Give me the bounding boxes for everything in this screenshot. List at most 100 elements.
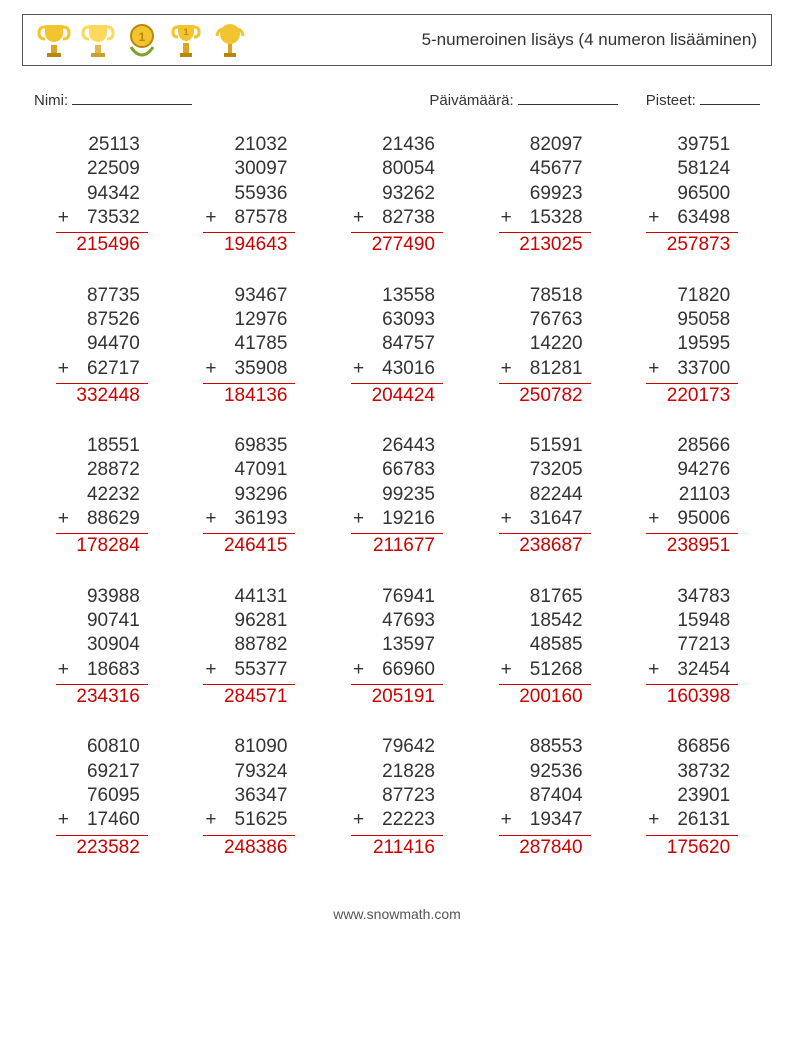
addend: 28872 [44,458,160,482]
last-addend-row: +19216 [339,507,455,531]
addend: 62717 [87,357,140,381]
addend: 63498 [677,206,730,230]
answer: 175620 [634,836,750,860]
addend: 88782 [191,633,307,657]
addend: 82097 [487,133,603,157]
score-blank[interactable] [700,90,760,105]
answer: 250782 [487,384,603,408]
addend: 21103 [634,483,750,507]
addition-problem: 769414769313597+66960205191 [339,585,455,710]
addend: 36193 [235,507,288,531]
addend: 39751 [634,133,750,157]
answer: 248386 [191,836,307,860]
addition-problem: 934671297641785+35908184136 [191,284,307,409]
addend: 43016 [382,357,435,381]
addition-problem: 135586309384757+43016204424 [339,284,455,409]
last-addend-row: +66960 [339,658,455,682]
addition-problem: 185512887242232+88629178284 [44,434,160,559]
addend: 81090 [191,735,307,759]
addend: 95006 [677,507,730,531]
addition-problem: 796422182887723+22223211416 [339,735,455,860]
addend: 73205 [487,458,603,482]
last-addend-row: +35908 [191,357,307,381]
worksheet-page: 1 1 [0,0,794,940]
addend: 30097 [191,157,307,181]
worksheet-title: 5-numeroinen lisäys (4 numeron lisäämine… [422,30,757,50]
addend: 66960 [382,658,435,682]
date-label: Päivämäärä: [429,92,513,109]
plus-sign: + [501,658,512,682]
name-blank[interactable] [72,90,192,105]
addend: 79642 [339,735,455,759]
plus-sign: + [353,507,364,531]
last-addend-row: +33700 [634,357,750,381]
answer: 211416 [339,836,455,860]
addend: 30904 [44,633,160,657]
last-addend-row: +18683 [44,658,160,682]
plus-sign: + [205,507,216,531]
addend: 19595 [634,332,750,356]
header-box: 1 1 [22,14,772,66]
addend: 96500 [634,182,750,206]
plus-sign: + [648,658,659,682]
answer: 332448 [44,384,160,408]
addend: 42232 [44,483,160,507]
addend: 23901 [634,784,750,808]
last-addend-row: +51625 [191,808,307,832]
last-addend-row: +73532 [44,206,160,230]
plus-sign: + [648,808,659,832]
addend: 92536 [487,760,603,784]
addend: 93262 [339,182,455,206]
addend: 25113 [44,133,160,157]
plus-sign: + [501,357,512,381]
addend: 93296 [191,483,307,507]
trophy-row: 1 1 [37,21,247,59]
plus-sign: + [205,808,216,832]
addition-problem: 939889074130904+18683234316 [44,585,160,710]
svg-text:1: 1 [139,30,146,44]
addend: 87404 [487,784,603,808]
addition-problem: 214368005493262+82738277490 [339,133,455,258]
trophy-icon [213,21,247,59]
answer: 160398 [634,685,750,709]
problems-grid: 251132250994342+735322154962103230097559… [22,119,772,860]
footer-link[interactable]: www.snowmath.com [22,906,772,940]
addend: 44131 [191,585,307,609]
addition-problem: 285669427621103+95006238951 [634,434,750,559]
addend: 73532 [87,206,140,230]
addend: 41785 [191,332,307,356]
addend: 94342 [44,182,160,206]
addend: 84757 [339,332,455,356]
addition-problem: 698354709193296+36193246415 [191,434,307,559]
addend: 15948 [634,609,750,633]
plus-sign: + [58,507,69,531]
last-addend-row: +51268 [487,658,603,682]
plus-sign: + [353,357,364,381]
answer: 194643 [191,233,307,257]
addition-problem: 441319628188782+55377284571 [191,585,307,710]
addend: 69835 [191,434,307,458]
addend: 48585 [487,633,603,657]
trophy-icon [81,21,115,59]
addend: 95058 [634,308,750,332]
last-addend-row: +55377 [191,658,307,682]
addend: 18542 [487,609,603,633]
last-addend-row: +26131 [634,808,750,832]
answer: 178284 [44,534,160,558]
answer: 213025 [487,233,603,257]
answer: 200160 [487,685,603,709]
last-addend-row: +22223 [339,808,455,832]
addition-problem: 718209505819595+33700220173 [634,284,750,409]
answer: 211677 [339,534,455,558]
date-blank[interactable] [518,90,618,105]
name-field: Nimi: [34,90,192,109]
last-addend-row: +82738 [339,206,455,230]
medal-icon: 1 [125,21,159,59]
answer: 234316 [44,685,160,709]
addend: 76763 [487,308,603,332]
addend: 90741 [44,609,160,633]
last-addend-row: +19347 [487,808,603,832]
answer: 277490 [339,233,455,257]
addend: 76095 [44,784,160,808]
date-field: Päivämäärä: [429,90,617,109]
